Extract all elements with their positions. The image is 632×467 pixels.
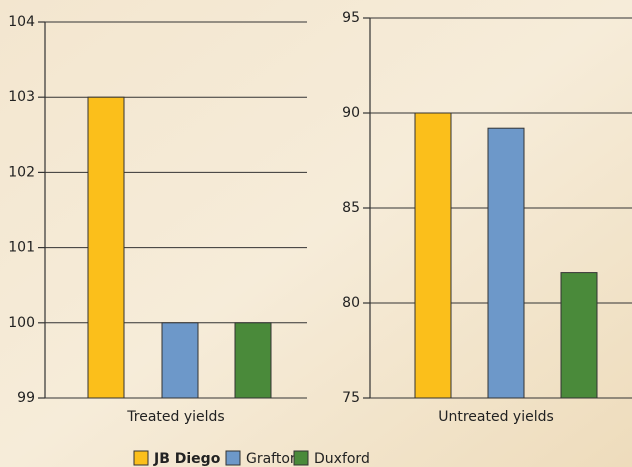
y-tick-label: 103 bbox=[8, 89, 35, 105]
y-tick-label: 80 bbox=[342, 295, 360, 311]
y-tick-label: 95 bbox=[342, 10, 360, 26]
bar bbox=[415, 113, 451, 398]
chart: 99 100 101 102 103 104 Treated yields 75 80 85 90 9… bbox=[0, 0, 632, 467]
bar bbox=[235, 323, 271, 398]
bar bbox=[162, 323, 198, 398]
y-tick-label: 99 bbox=[17, 390, 35, 406]
y-tick-label: 85 bbox=[342, 200, 360, 216]
legend-label: Grafton bbox=[246, 451, 299, 467]
y-tick-label: 101 bbox=[8, 240, 35, 256]
bar bbox=[488, 128, 524, 398]
legend-swatch bbox=[226, 451, 240, 465]
y-tick-label: 102 bbox=[8, 164, 35, 180]
legend-swatch bbox=[134, 451, 148, 465]
y-tick-label: 75 bbox=[342, 390, 360, 406]
y-tick-label: 104 bbox=[8, 14, 35, 30]
bar bbox=[88, 97, 124, 398]
x-axis-label: Untreated yields bbox=[438, 409, 554, 425]
y-tick-label: 90 bbox=[342, 105, 360, 121]
x-axis-label: Treated yields bbox=[126, 409, 224, 425]
legend-label: Duxford bbox=[314, 451, 370, 467]
legend-label: JB Diego bbox=[153, 451, 221, 467]
y-tick-label: 100 bbox=[8, 315, 35, 331]
bar bbox=[561, 273, 597, 398]
legend-swatch bbox=[294, 451, 308, 465]
